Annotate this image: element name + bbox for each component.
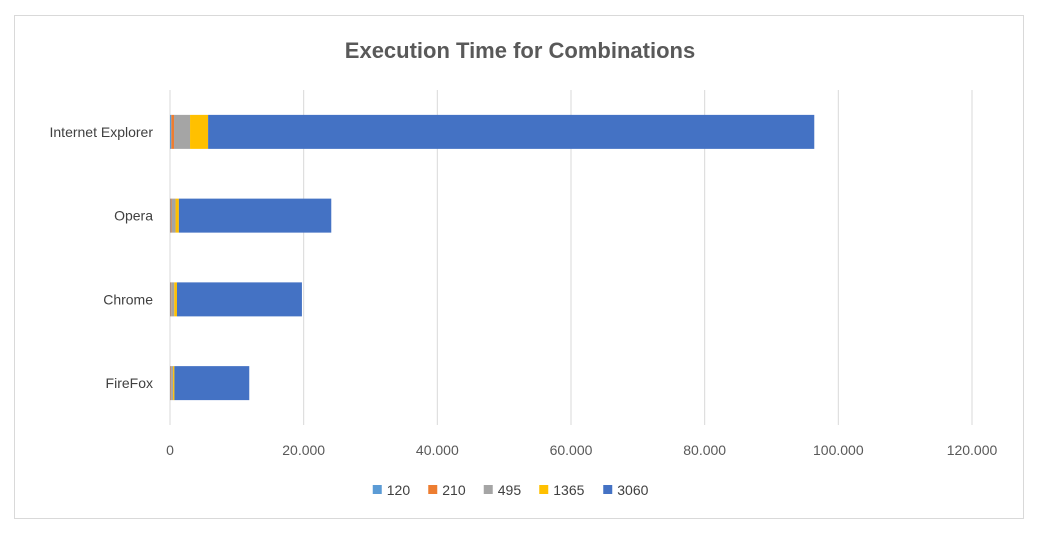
legend-swatch xyxy=(539,485,549,494)
bar-segment xyxy=(190,114,209,149)
legend-label: 210 xyxy=(442,482,466,498)
bar-segment xyxy=(176,282,302,317)
bar-segment xyxy=(175,198,179,233)
category-label: Opera xyxy=(114,208,153,224)
legend-label: 120 xyxy=(387,482,411,498)
bar-segment xyxy=(171,114,175,149)
x-tick-label: 120.000 xyxy=(947,442,998,458)
chart-title: Execution Time for Combinations xyxy=(345,38,695,63)
x-tick-label: 80.000 xyxy=(683,442,726,458)
bar-segment xyxy=(170,198,171,233)
bar-segment xyxy=(170,282,172,317)
legend-swatch xyxy=(372,485,382,494)
legend-label: 3060 xyxy=(617,482,648,498)
legend-swatch xyxy=(603,485,613,494)
bar-segment xyxy=(171,366,174,401)
legend-label: 495 xyxy=(498,482,522,498)
x-tick-label: 100.000 xyxy=(813,442,864,458)
x-tick-label: 20.000 xyxy=(282,442,325,458)
bar-segment xyxy=(173,366,175,401)
category-label: Internet Explorer xyxy=(50,124,154,140)
bar-segment xyxy=(174,114,191,149)
category-label: Chrome xyxy=(103,291,153,307)
bar-segment xyxy=(170,114,172,149)
bar-segment xyxy=(178,198,332,233)
x-tick-label: 0 xyxy=(166,442,174,458)
x-tick-label: 40.000 xyxy=(416,442,459,458)
legend: 120 210 495 1365 3060 xyxy=(372,482,649,498)
legend-swatch xyxy=(483,485,493,494)
chart-frame xyxy=(14,15,1024,519)
category-label: FireFox xyxy=(106,375,153,391)
legend-swatch xyxy=(428,485,438,494)
bar-segment xyxy=(171,282,175,317)
bar-segment xyxy=(170,366,172,401)
bar-segment xyxy=(174,366,250,401)
bar-segment xyxy=(171,198,176,233)
x-axis-ticks: 0 20.000 40.000 60.000 80.000 100.000 120.000 xyxy=(166,442,997,458)
bar-segment xyxy=(174,282,177,317)
category-labels: Internet Explorer Opera Chrome FireFox xyxy=(50,124,154,391)
bar-segment xyxy=(208,114,815,149)
bars xyxy=(170,114,815,401)
bar-segment xyxy=(170,198,172,233)
x-tick-label: 60.000 xyxy=(550,442,593,458)
legend-label: 1365 xyxy=(553,482,584,498)
